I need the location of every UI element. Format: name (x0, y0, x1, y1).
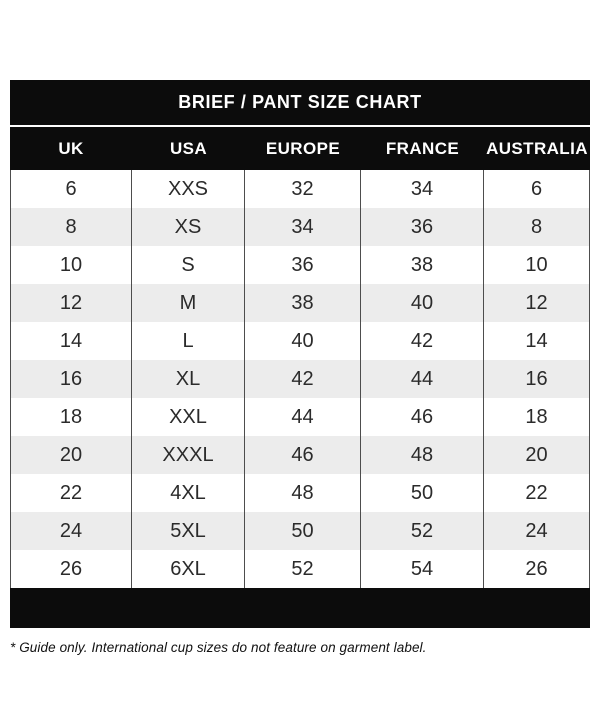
column-header-cell: UK (58, 138, 84, 158)
table-cell-france: 40 (361, 284, 484, 322)
column-header-cell: USA (169, 138, 208, 158)
table-cell-france: 50 (361, 474, 484, 512)
table-cell-uk: 18 (10, 398, 132, 436)
chart-footer-bar (10, 588, 590, 628)
table-cell-france: 52 (361, 512, 484, 550)
table-cell-australia: 24 (484, 512, 590, 550)
table-cell-europe: 40 (245, 322, 361, 360)
table-cell-australia: 10 (484, 246, 590, 284)
table-cell-europe: 44 (245, 398, 361, 436)
table-cell-uk: 24 (10, 512, 132, 550)
table-cell-europe: 36 (245, 246, 361, 284)
table-cell-usa: XXXL (132, 436, 245, 474)
table-row: 12 M 38 40 12 (10, 284, 590, 322)
chart-header: BRIEF / PANT SIZE CHART UK USA EUROPE FRANC… (10, 80, 590, 170)
table-cell-usa: M (132, 284, 245, 322)
table-cell-usa: XXL (132, 398, 245, 436)
table-cell-australia: 22 (484, 474, 590, 512)
table-cell-europe: 46 (245, 436, 361, 474)
table-cell-uk: 6 (10, 170, 132, 208)
table-cell-australia: 26 (484, 550, 590, 588)
table-cell-europe: 48 (245, 474, 361, 512)
table-body: 6 XXS 32 34 6 8 XS 34 36 8 10 S 36 38 10… (10, 170, 590, 588)
table-cell-europe: 42 (245, 360, 361, 398)
table-cell-usa: L (132, 322, 245, 360)
table-cell-usa: XXS (132, 170, 245, 208)
table-row: 10 S 36 38 10 (10, 246, 590, 284)
table-cell-australia: 12 (484, 284, 590, 322)
size-chart: BRIEF / PANT SIZE CHART UK USA EUROPE FRANC… (10, 80, 590, 628)
table-row: 16 XL 42 44 16 (10, 360, 590, 398)
table-cell-uk: 22 (10, 474, 132, 512)
table-cell-uk: 12 (10, 284, 132, 322)
header-divider (10, 125, 590, 127)
table-cell-europe: 32 (245, 170, 361, 208)
table-cell-france: 36 (361, 208, 484, 246)
table-cell-europe: 52 (245, 550, 361, 588)
table-cell-australia: 16 (484, 360, 590, 398)
footnote: * Guide only. International cup sizes do… (10, 640, 427, 655)
table-cell-usa: 4XL (132, 474, 245, 512)
table-cell-uk: 26 (10, 550, 132, 588)
table-cell-europe: 38 (245, 284, 361, 322)
table-row: 24 5XL 50 52 24 (10, 512, 590, 550)
table-row: 20 XXXL 46 48 20 (10, 436, 590, 474)
table-cell-australia: 8 (484, 208, 590, 246)
table-cell-europe: 50 (245, 512, 361, 550)
table-row: 6 XXS 32 34 6 (10, 170, 590, 208)
column-header-cell: AUSTRALIA (486, 138, 588, 158)
table-cell-france: 46 (361, 398, 484, 436)
table-cell-usa: 6XL (132, 550, 245, 588)
table-cell-usa: S (132, 246, 245, 284)
table-cell-usa: XS (132, 208, 245, 246)
table-row: 26 6XL 52 54 26 (10, 550, 590, 588)
table-cell-europe: 34 (245, 208, 361, 246)
table-cell-australia: 14 (484, 322, 590, 360)
table-cell-australia: 6 (484, 170, 590, 208)
table-row: 18 XXL 44 46 18 (10, 398, 590, 436)
table-cell-france: 44 (361, 360, 484, 398)
table-cell-uk: 14 (10, 322, 132, 360)
table-cell-france: 38 (361, 246, 484, 284)
table-cell-usa: XL (132, 360, 245, 398)
table-cell-france: 48 (361, 436, 484, 474)
table-cell-australia: 18 (484, 398, 590, 436)
table-cell-uk: 16 (10, 360, 132, 398)
chart-title: BRIEF / PANT SIZE CHART (178, 92, 422, 112)
table-cell-uk: 8 (10, 208, 132, 246)
table-cell-usa: 5XL (132, 512, 245, 550)
table-cell-uk: 20 (10, 436, 132, 474)
table-cell-uk: 10 (10, 246, 132, 284)
column-header-cell: EUROPE (265, 138, 341, 158)
table-cell-france: 34 (361, 170, 484, 208)
column-header-row: UK USA EUROPE FRANCE AUSTRALIA (10, 127, 590, 170)
table-cell-france: 42 (361, 322, 484, 360)
table-row: 14 L 40 42 14 (10, 322, 590, 360)
column-header-cell: FRANCE (385, 138, 460, 158)
table-cell-france: 54 (361, 550, 484, 588)
table-row: 8 XS 34 36 8 (10, 208, 590, 246)
table-row: 22 4XL 48 50 22 (10, 474, 590, 512)
table-cell-australia: 20 (484, 436, 590, 474)
